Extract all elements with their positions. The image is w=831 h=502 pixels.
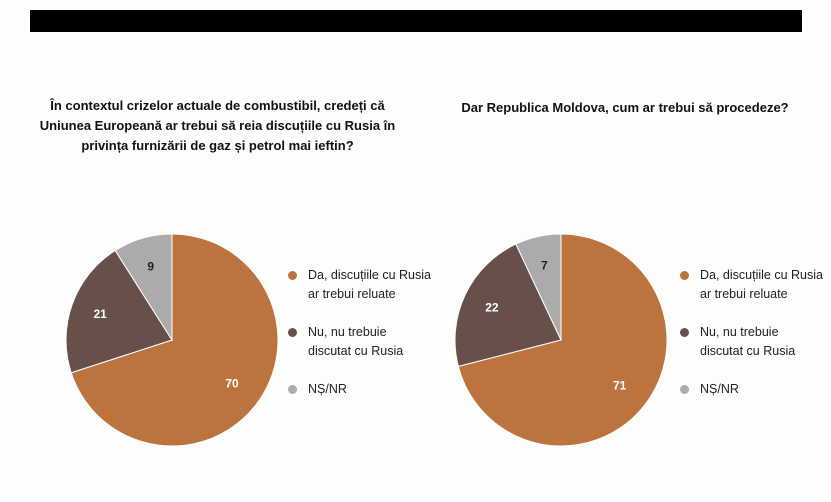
legend-swatch-nu: [680, 328, 689, 337]
pie-slice-2: [114, 233, 173, 342]
legend-label: NȘ/NR: [700, 382, 739, 396]
chart-title: În contextul crizelor actuale de combust…: [30, 96, 405, 156]
title-line: În contextul crizelor actuale de combust…: [50, 98, 385, 113]
legend-label: Nu, nu trebuie: [700, 325, 779, 339]
legend-label: discutat cu Rusia: [308, 344, 404, 358]
pie-chart-moldova: 71 22 7: [454, 233, 668, 447]
legend-swatch-ns: [680, 385, 689, 394]
legend-item-da: Da, discuțiile cu Rusia ar trebui reluat…: [680, 266, 831, 304]
slice-value-label: 22: [485, 301, 499, 315]
legend-item-da: Da, discuțiile cu Rusia ar trebui reluat…: [288, 266, 458, 304]
legend: Da, discuțiile cu Rusia ar trebui reluat…: [680, 266, 831, 418]
legend-label: Da, discuțiile cu Rusia: [700, 268, 823, 282]
legend-swatch-nu: [288, 328, 297, 337]
pie-slice-2: [515, 233, 562, 341]
pie-slice-0: [457, 233, 668, 447]
chart-title: Dar Republica Moldova, cum ar trebui să …: [445, 98, 805, 118]
pie-chart-eu: 70 21 9: [65, 233, 279, 447]
legend-item-ns: NȘ/NR: [680, 380, 831, 399]
pie-slice-1: [65, 249, 173, 374]
right-panel: Dar Republica Moldova, cum ar trebui să …: [415, 0, 831, 502]
legend-item-nu: Nu, nu trebuie discutat cu Rusia: [288, 323, 458, 361]
slice-value-label: 70: [225, 377, 239, 391]
legend-swatch-ns: [288, 385, 297, 394]
legend: Da, discuțiile cu Rusia ar trebui reluat…: [288, 266, 458, 418]
legend-label: Da, discuțiile cu Rusia: [308, 268, 431, 282]
legend-item-nu: Nu, nu trebuie discutat cu Rusia: [680, 323, 831, 361]
legend-label: ar trebui reluate: [700, 287, 788, 301]
pie-slice-1: [454, 243, 562, 367]
left-panel: În contextul crizelor actuale de combust…: [0, 0, 431, 502]
slice-value-label: 7: [541, 259, 548, 273]
legend-label: NȘ/NR: [308, 382, 347, 396]
legend-label: discutat cu Rusia: [700, 344, 796, 358]
legend-label: Nu, nu trebuie: [308, 325, 387, 339]
title-line: Dar Republica Moldova, cum ar trebui să …: [461, 100, 789, 115]
title-line: privința furnizării de gaz și petrol mai…: [81, 138, 354, 153]
title-line: Uniunea Europeană ar trebui să reia disc…: [39, 118, 396, 133]
header-bar: [30, 10, 802, 32]
slice-value-label: 9: [147, 260, 154, 274]
slice-value-label: 21: [94, 307, 108, 321]
legend-item-ns: NȘ/NR: [288, 380, 458, 399]
legend-swatch-da: [680, 271, 689, 280]
pie-slice-0: [70, 233, 279, 447]
legend-label: ar trebui reluate: [308, 287, 396, 301]
slice-value-label: 71: [613, 378, 627, 392]
legend-swatch-da: [288, 271, 297, 280]
